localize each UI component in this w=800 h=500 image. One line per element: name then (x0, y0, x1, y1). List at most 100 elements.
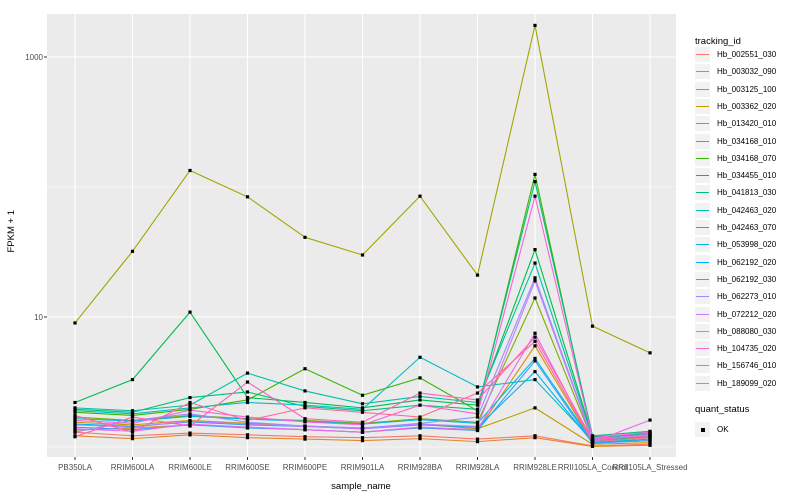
series-color-line-icon (696, 54, 709, 55)
data-point-marker (188, 395, 192, 400)
legend-key-box (695, 47, 710, 62)
data-point-marker (130, 434, 135, 438)
y-axis-title: FPKM + 1 (6, 210, 17, 253)
data-point-marker (533, 377, 537, 382)
data-point-marker (303, 403, 307, 407)
data-point-marker (590, 438, 595, 442)
data-point-marker (418, 422, 422, 426)
data-point-marker (303, 424, 307, 429)
data-point-marker (533, 434, 537, 438)
series-color-line-icon (696, 71, 709, 73)
data-point-marker (360, 402, 365, 406)
data-point-marker (418, 394, 422, 399)
data-point-marker (130, 412, 135, 416)
data-point-marker (418, 434, 422, 438)
data-point-marker (475, 428, 480, 432)
data-point-marker (245, 433, 250, 437)
legend-key-box (695, 64, 710, 80)
data-point-marker (360, 420, 365, 424)
data-point-marker (475, 398, 480, 402)
legend-item-label: Hb_088080_030 (717, 326, 777, 336)
data-point-marker (130, 425, 135, 429)
data-point-marker (590, 436, 595, 440)
legend-key-box (695, 271, 710, 287)
data-point-marker (360, 430, 365, 434)
data-point-marker (533, 436, 537, 440)
legend-item-label: Hb_062273_010 (717, 292, 777, 302)
data-point-marker (475, 421, 480, 425)
data-point-marker (73, 321, 77, 325)
data-point-marker (130, 249, 135, 253)
series-color-line-icon (696, 227, 709, 228)
legend-item-label: Hb_003125_100 (717, 84, 777, 94)
data-point-marker (648, 418, 652, 422)
data-point-marker (245, 418, 250, 423)
data-point-marker (245, 395, 250, 400)
data-point-marker (188, 403, 192, 407)
legend-item-label: Hb_034455_010 (717, 171, 777, 181)
series-color-line-icon (696, 192, 709, 194)
data-point-marker (648, 436, 652, 440)
legend-key-box (695, 133, 710, 149)
data-point-marker (418, 194, 422, 198)
data-point-marker (303, 389, 307, 393)
data-point-marker (73, 413, 77, 418)
data-point-marker (533, 247, 537, 252)
data-point-marker (475, 437, 480, 441)
legend-item-label: Hb_042463_070 (717, 223, 777, 232)
legend-title-quant-status: quant_status (695, 404, 750, 415)
data-point-marker (360, 423, 365, 427)
data-point-marker (303, 235, 307, 239)
data-point-marker (648, 439, 652, 443)
data-point-marker (73, 417, 77, 421)
data-point-marker (188, 433, 192, 437)
data-point-marker (245, 371, 250, 375)
data-point-marker (533, 279, 537, 283)
data-point-marker (360, 253, 365, 257)
data-point-marker (533, 356, 537, 361)
legend-item-label: Hb_003362_020 (717, 101, 777, 111)
data-point-marker (648, 351, 652, 355)
data-point-marker (303, 367, 307, 371)
data-point-marker (418, 437, 422, 441)
legend-item-label: Hb_189099_020 (717, 378, 777, 388)
series-color-line-icon (696, 244, 709, 246)
data-point-marker (130, 428, 135, 432)
data-point-marker (590, 440, 595, 444)
legend-key-box (695, 150, 710, 166)
data-point-marker (130, 430, 135, 434)
data-point-marker (360, 393, 365, 397)
data-point-marker (475, 403, 480, 407)
data-point-marker (188, 310, 192, 314)
data-point-marker (245, 195, 250, 199)
data-point-marker (73, 409, 77, 413)
data-point-marker (130, 437, 135, 441)
data-point-marker (130, 377, 135, 382)
data-point-marker (533, 172, 537, 177)
data-point-marker (303, 437, 307, 441)
data-point-marker (648, 441, 652, 445)
series-color-line-icon (696, 261, 709, 263)
data-point-marker (130, 421, 135, 425)
y-tick-label: 1000 (25, 52, 43, 62)
data-point-marker (475, 440, 480, 444)
data-point-marker (533, 23, 537, 28)
data-point-marker (475, 400, 480, 405)
x-tick-label: RRIM600PE (282, 463, 328, 472)
data-point-marker (303, 406, 307, 410)
data-point-marker (533, 370, 537, 374)
data-point-marker (533, 276, 537, 280)
data-point-marker (245, 415, 250, 419)
data-point-marker (418, 391, 422, 395)
legend-item-label: Hb_041813_030 (717, 188, 777, 198)
x-tick-label: RRII105LA_Stressed (612, 463, 688, 472)
legend-key-box (695, 306, 710, 322)
data-point-marker (73, 406, 77, 410)
data-point-marker (360, 410, 365, 414)
data-point-marker (533, 180, 537, 184)
data-point-marker (188, 424, 192, 428)
series-color-line-icon (696, 123, 709, 125)
data-point-marker (73, 427, 77, 431)
